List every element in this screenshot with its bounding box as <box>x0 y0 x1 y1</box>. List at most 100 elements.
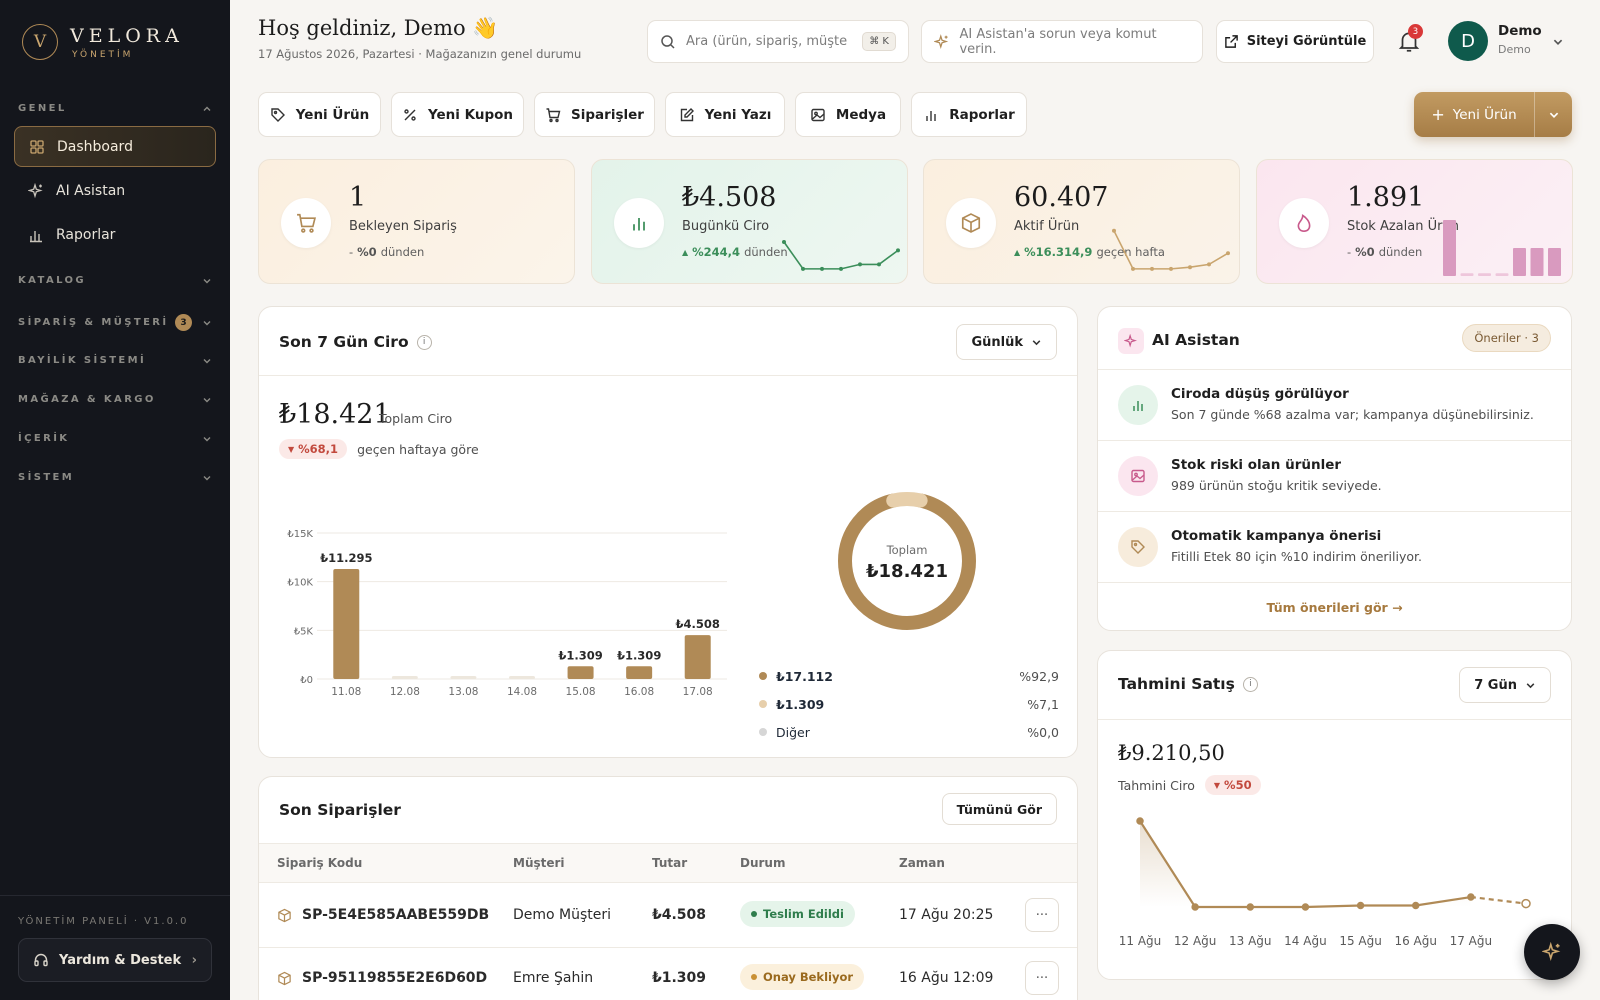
ai-fab-button[interactable] <box>1524 924 1580 980</box>
column-header[interactable]: Sipariş Kodu <box>277 856 363 870</box>
sparkline-point <box>820 266 824 271</box>
nav-section-genel[interactable]: GENEL <box>18 103 212 114</box>
row-actions-button[interactable]: ··· <box>1025 961 1059 995</box>
avatar[interactable]: D <box>1448 21 1488 61</box>
kpi-label: Bugünkü Ciro <box>682 219 770 234</box>
status-label: Teslim Edildi <box>763 907 844 921</box>
quick-action-label: Yeni Kupon <box>427 106 513 123</box>
revenue-total-label: Toplam Ciro <box>379 411 453 426</box>
order-amount: ₺1.309 <box>652 970 707 986</box>
revenue-period-select[interactable]: Günlük <box>956 324 1057 360</box>
ai-command-input[interactable]: AI Asistan'a sorun veya komut verin. <box>921 20 1203 63</box>
sidebar-item-ai-asistan[interactable]: AI Asistan <box>14 170 216 211</box>
help-support-button[interactable]: Yardım & Destek › <box>18 938 212 982</box>
column-header[interactable]: Zaman <box>899 856 945 870</box>
down-arrow-icon: ▼ <box>1213 780 1221 790</box>
primary-action-dropdown[interactable] <box>1534 92 1572 137</box>
row-actions-button[interactable]: ··· <box>1025 898 1059 932</box>
external-link-icon <box>1224 35 1238 48</box>
user-menu[interactable]: Demo Demo <box>1498 23 1542 56</box>
kpi-change-value: %0 <box>1355 245 1375 259</box>
forecast-title-text: Tahmini Satış <box>1118 675 1235 693</box>
cart-icon <box>546 107 561 122</box>
logo-mark: V <box>22 24 58 60</box>
x-tick-label: 12 Ağu <box>1174 934 1217 948</box>
kpi-pending-orders[interactable]: 1 Bekleyen Sipariş - %0 dünden <box>258 159 575 284</box>
cart-icon <box>281 198 331 248</box>
quick-action-new-post[interactable]: Yeni Yazı <box>665 92 785 137</box>
kpi-value: ₺4.508 <box>682 182 777 213</box>
quick-action-new-product[interactable]: Yeni Ürün <box>258 92 381 137</box>
quick-action-media[interactable]: Medya <box>795 92 901 137</box>
nav-section-icerik[interactable]: İÇERİK <box>18 433 212 444</box>
row-divider <box>259 947 1077 948</box>
quick-action-new-coupon[interactable]: Yeni Kupon <box>391 92 524 137</box>
bar <box>333 569 360 679</box>
column-header[interactable]: Tutar <box>652 856 688 870</box>
order-code[interactable]: SP-5E4E585AABE559DB <box>302 907 490 923</box>
kpi-change: ▲ %16.314,9 geçen hafta <box>1014 245 1165 259</box>
legend-label: ₺17.112 <box>776 668 833 684</box>
kpi-label: Aktif Ürün <box>1014 219 1080 234</box>
view-all-suggestions-link[interactable]: Tüm önerileri gör → <box>1098 582 1571 630</box>
forecast-card: Tahmini Satış i 7 Gün ₺9.210,50 Tahmini … <box>1097 650 1572 980</box>
data-label: ₺1.309 <box>558 648 602 662</box>
bar-chart-icon <box>1118 385 1158 425</box>
y-tick-label: ₺0 <box>300 675 313 686</box>
quick-action-orders[interactable]: Siparişler <box>534 92 655 137</box>
forecast-period-select[interactable]: 7 Gün <box>1459 667 1551 703</box>
info-icon[interactable]: i <box>416 334 432 350</box>
new-product-button[interactable]: + Yeni Ürün <box>1414 92 1534 137</box>
kpi-value: 60.407 <box>1014 182 1109 213</box>
chevron-down-icon[interactable] <box>1552 36 1564 48</box>
kpi-today-revenue[interactable]: ₺4.508 Bugünkü Ciro ▲ %244,4 dünden <box>591 159 908 284</box>
nav-section-magaza-kargo[interactable]: MAĞAZA & KARGO <box>18 394 212 405</box>
kpi-active-products[interactable]: 60.407 Aktif Ürün ▲ %16.314,9 geçen haft… <box>923 159 1240 284</box>
ai-suggestion-item[interactable]: Stok riski olan ürünler 989 ürünün stoğu… <box>1098 440 1571 511</box>
ai-suggestion-item[interactable]: Otomatik kampanya önerisi Fitilli Etek 8… <box>1098 511 1571 582</box>
kpi-change-suffix: dünden <box>1378 245 1423 259</box>
nav-section-sistem[interactable]: SİSTEM <box>18 472 212 483</box>
suggestion-title: Otomatik kampanya önerisi <box>1171 528 1382 544</box>
sparkline-point <box>1169 266 1173 271</box>
x-tick-label: 11 Ağu <box>1119 934 1162 948</box>
more-horizontal-icon: ··· <box>1035 907 1049 923</box>
new-product-primary-button[interactable]: + Yeni Ürün <box>1414 92 1572 137</box>
kpi-low-stock[interactable]: 1.891 Stok Azalan Ürün - %0 dünden <box>1256 159 1573 284</box>
sparkline-bar <box>1513 248 1526 276</box>
nav-section-siparis-musteri[interactable]: SİPARİŞ & MÜŞTERİ 3 <box>18 314 212 331</box>
kpi-change: - %0 dünden <box>349 245 424 259</box>
x-tick-label: 17 Ağu <box>1450 934 1493 948</box>
sparkline-point <box>1131 266 1135 271</box>
order-code[interactable]: SP-95119855E2E6D60D <box>302 970 488 986</box>
orders-view-all-button[interactable]: Tümünü Gör <box>941 793 1057 825</box>
nav-section-bayilik[interactable]: BAYİLİK SİSTEMİ <box>18 355 212 366</box>
donut-legend: ₺17.112 %92,9 ₺1.309 %7,1 Diğer %0,0 <box>759 662 1059 746</box>
page-title: Hoş geldiniz, Demo 👋 <box>258 16 499 40</box>
column-header[interactable]: Müşteri <box>513 856 565 870</box>
notification-badge: 3 <box>1408 24 1423 39</box>
ai-suggestion-item[interactable]: Ciroda düşüş görülüyor Son 7 günde %68 a… <box>1098 369 1571 440</box>
sparkline-point <box>782 240 786 244</box>
nav-section-katalog[interactable]: KATALOG <box>18 275 212 286</box>
column-header[interactable]: Durum <box>740 856 786 870</box>
view-site-button[interactable]: Siteyi Görüntüle <box>1216 20 1374 63</box>
data-point <box>1411 901 1420 910</box>
ai-assistant-card: AI Asistan Öneriler · 3 Ciroda düşüş gör… <box>1097 306 1572 631</box>
info-icon[interactable]: i <box>1242 676 1258 692</box>
plus-icon: + <box>1431 105 1445 124</box>
legend-swatch <box>759 672 767 680</box>
sparkline-point <box>877 262 881 267</box>
percent-icon <box>404 108 416 121</box>
brand-logo[interactable]: V VELORA YÖNETİM <box>22 24 184 60</box>
sparkline-point <box>1188 265 1192 270</box>
quick-action-reports[interactable]: Raporlar <box>911 92 1027 137</box>
revenue-period-value: Günlük <box>971 334 1023 350</box>
search-input[interactable]: Ara (ürün, sipariş, müşte ⌘ K <box>647 20 909 63</box>
sidebar-item-dashboard[interactable]: Dashboard <box>14 126 216 167</box>
tag-icon <box>271 107 285 122</box>
sidebar-item-raporlar[interactable]: Raporlar <box>14 214 216 255</box>
kpi-label: Bekleyen Sipariş <box>349 219 457 234</box>
nav-section-label: BAYİLİK SİSTEMİ <box>18 355 147 366</box>
data-label: ₺11.295 <box>320 551 372 565</box>
